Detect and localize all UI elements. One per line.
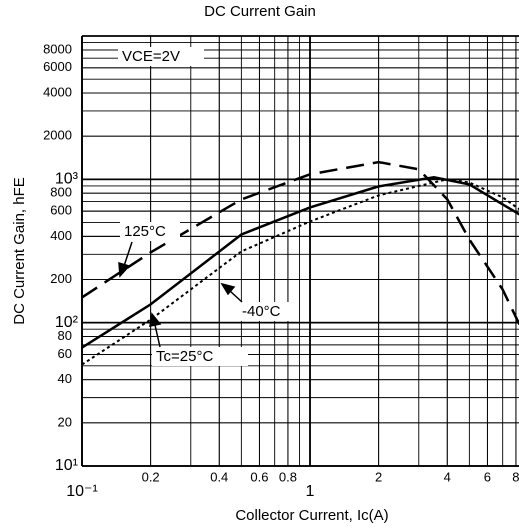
arrows bbox=[118, 241, 243, 348]
x-tick-label: 10⁻¹ bbox=[66, 483, 98, 500]
x-tick-label: 8 bbox=[512, 469, 519, 484]
y-tick-label: 2000 bbox=[43, 128, 72, 143]
x-tick-label: 0.2 bbox=[142, 469, 160, 484]
series-line bbox=[82, 176, 519, 349]
y-tick-label: 4000 bbox=[43, 84, 72, 99]
annotation-box bbox=[118, 47, 204, 66]
y-tick-label: 400 bbox=[50, 228, 72, 243]
y-tick-label: 80 bbox=[58, 328, 72, 343]
y-tick-label: 40 bbox=[58, 371, 72, 386]
y-tick-label: 800 bbox=[50, 185, 72, 200]
y-tick-label: 10³ bbox=[55, 171, 79, 188]
series-label: 125°C bbox=[124, 223, 166, 240]
x-tick-label: 2 bbox=[375, 469, 382, 484]
series-label: -40°C bbox=[242, 303, 281, 320]
annotation-box bbox=[152, 347, 248, 366]
annotation: VCE=2V bbox=[122, 48, 180, 65]
y-axis-label: DC Current Gain, hFE bbox=[11, 177, 28, 325]
x-tick-label: 0.4 bbox=[210, 469, 228, 484]
y-tick-label: 60 bbox=[58, 346, 72, 361]
y-tick-label: 8000 bbox=[43, 41, 72, 56]
annotation-box bbox=[238, 302, 290, 321]
y-tick-label: 6000 bbox=[43, 59, 72, 74]
x-axis-label: Collector Current, Ic(A) bbox=[235, 507, 388, 524]
x-tick-label: 0.8 bbox=[279, 469, 297, 484]
y-tick-label: 20 bbox=[58, 414, 72, 429]
y-tick-label: 10² bbox=[55, 314, 79, 331]
x-tick-label: 6 bbox=[484, 469, 491, 484]
series-line bbox=[82, 178, 519, 366]
grid bbox=[81, 35, 519, 467]
curves bbox=[82, 160, 519, 366]
chart-title: DC Current Gain bbox=[204, 3, 316, 20]
x-tick-label: 0.6 bbox=[250, 469, 268, 484]
annotation-box bbox=[120, 222, 180, 241]
y-tick-label: 200 bbox=[50, 271, 72, 286]
series-label: Tc=25°C bbox=[156, 348, 213, 365]
series-line bbox=[82, 160, 519, 326]
x-tick-label: 1 bbox=[306, 483, 315, 500]
y-tick-label: 600 bbox=[50, 203, 72, 218]
x-tick-label: 4 bbox=[444, 469, 451, 484]
y-tick-label: 10¹ bbox=[55, 457, 78, 474]
